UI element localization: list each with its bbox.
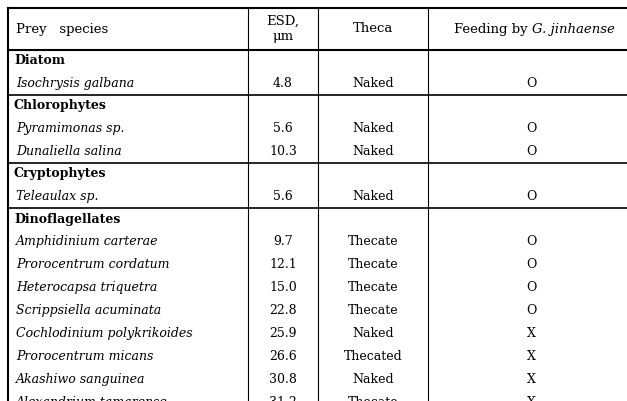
Text: Thecate: Thecate (348, 258, 398, 271)
Bar (8, 8, 627, 50)
Text: Naked: Naked (352, 122, 394, 135)
Text: X: X (527, 396, 536, 401)
Text: Dunaliella salina: Dunaliella salina (16, 145, 122, 158)
Text: 31.2: 31.2 (269, 396, 297, 401)
Text: Akashiwo sanguinea: Akashiwo sanguinea (16, 373, 145, 386)
Text: Naked: Naked (352, 145, 394, 158)
Text: Prorocentrum cordatum: Prorocentrum cordatum (16, 258, 169, 271)
Text: ESD,
μm: ESD, μm (266, 15, 300, 43)
Text: 30.8: 30.8 (269, 373, 297, 386)
Text: O: O (526, 304, 537, 317)
Text: Pyramimonas sp.: Pyramimonas sp. (16, 122, 125, 135)
Text: O: O (526, 190, 537, 203)
Text: X: X (527, 350, 536, 363)
Text: Cryptophytes: Cryptophytes (14, 168, 107, 180)
Text: Isochrysis galbana: Isochrysis galbana (16, 77, 134, 90)
Text: Prorocentrum micans: Prorocentrum micans (16, 350, 154, 363)
Text: X: X (527, 373, 536, 386)
Text: Thecate: Thecate (348, 235, 398, 248)
Text: Theca: Theca (353, 22, 393, 36)
Text: O: O (526, 145, 537, 158)
Text: Thecated: Thecated (344, 350, 403, 363)
Text: 26.6: 26.6 (269, 350, 297, 363)
Text: 5.6: 5.6 (273, 122, 293, 135)
Text: Thecate: Thecate (348, 304, 398, 317)
Text: Amphidinium carterae: Amphidinium carterae (16, 235, 159, 248)
Text: Chlorophytes: Chlorophytes (14, 99, 107, 113)
Text: Naked: Naked (352, 77, 394, 90)
Text: O: O (526, 77, 537, 90)
Text: Cochlodinium polykrikoides: Cochlodinium polykrikoides (16, 327, 192, 340)
Text: Prey   species: Prey species (16, 22, 108, 36)
Text: G. jinhaense: G. jinhaense (532, 22, 614, 36)
Text: Thecate: Thecate (348, 281, 398, 294)
Text: 5.6: 5.6 (273, 190, 293, 203)
Text: Thecate: Thecate (348, 396, 398, 401)
Text: Dinoflagellates: Dinoflagellates (14, 213, 120, 225)
Text: X: X (527, 327, 536, 340)
Text: 10.3: 10.3 (269, 145, 297, 158)
Text: Scrippsiella acuminata: Scrippsiella acuminata (16, 304, 161, 317)
Text: Feeding by: Feeding by (453, 22, 532, 36)
Text: O: O (526, 281, 537, 294)
Text: Teleaulax sp.: Teleaulax sp. (16, 190, 98, 203)
Text: 15.0: 15.0 (269, 281, 297, 294)
Text: 25.9: 25.9 (269, 327, 297, 340)
Text: Alexandrium tamarense: Alexandrium tamarense (16, 396, 168, 401)
Text: 12.1: 12.1 (269, 258, 297, 271)
Text: O: O (526, 122, 537, 135)
Text: 22.8: 22.8 (269, 304, 297, 317)
Text: O: O (526, 258, 537, 271)
Text: Diatom: Diatom (14, 55, 65, 67)
Text: Naked: Naked (352, 327, 394, 340)
Text: Heterocapsa triquetra: Heterocapsa triquetra (16, 281, 157, 294)
Text: O: O (526, 235, 537, 248)
Text: 4.8: 4.8 (273, 77, 293, 90)
Text: Naked: Naked (352, 190, 394, 203)
Text: 9.7: 9.7 (273, 235, 293, 248)
Text: Naked: Naked (352, 373, 394, 386)
